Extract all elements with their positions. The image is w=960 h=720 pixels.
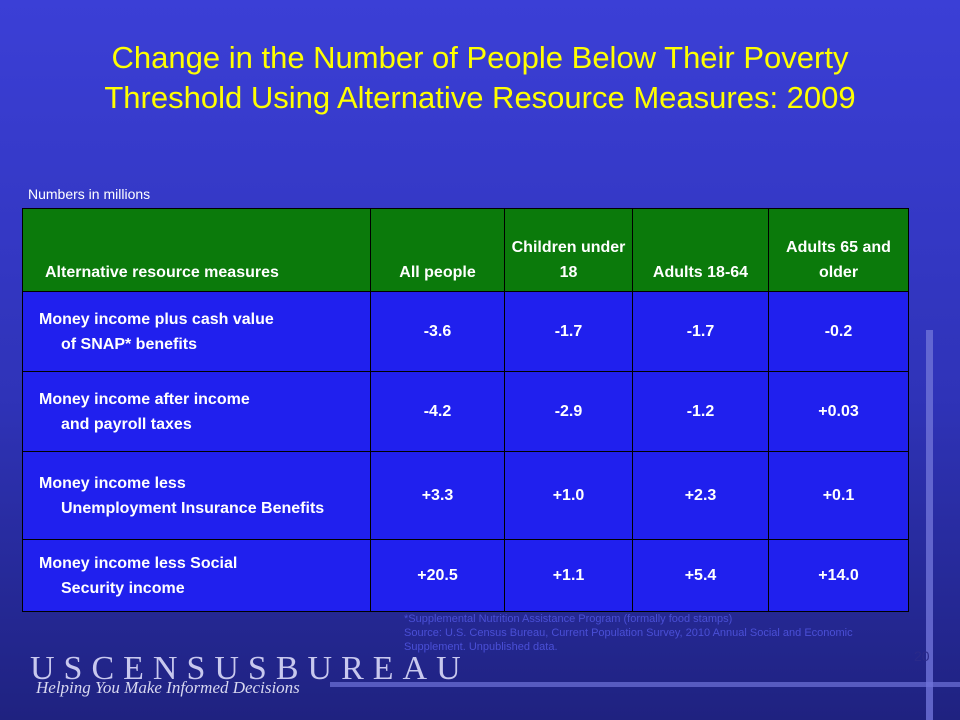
row-label: Money income less Social Security income: [22, 539, 371, 612]
table-cell: -0.2: [768, 291, 909, 372]
table-cell: +5.4: [632, 539, 769, 612]
row-label-line: and payroll taxes: [61, 415, 192, 433]
row-label-line: Money income after income: [39, 390, 250, 408]
units-note: Numbers in millions: [28, 186, 151, 202]
table-cell: +14.0: [768, 539, 909, 612]
column-header: Children under 18: [504, 208, 633, 292]
census-bureau-logo: USCENSUSBUREAU: [30, 650, 470, 687]
table-cell: +0.03: [768, 371, 909, 452]
table-cell: +3.3: [370, 451, 505, 540]
row-label: Money income after income and payroll ta…: [22, 371, 371, 452]
footnote: *Supplemental Nutrition Assistance Progr…: [404, 612, 904, 654]
table-row: Money income less Unemployment Insurance…: [22, 451, 909, 540]
table-cell: -2.9: [504, 371, 633, 452]
decorative-horizontal-line: [330, 682, 960, 687]
footnote-line: *Supplemental Nutrition Assistance Progr…: [404, 613, 733, 625]
table-cell: -1.7: [632, 291, 769, 372]
column-header: All people: [370, 208, 505, 292]
table-row: Money income after income and payroll ta…: [22, 371, 909, 452]
table-cell: -1.2: [632, 371, 769, 452]
slide-title: Change in the Number of People Below The…: [104, 40, 856, 115]
row-label-line: Security income: [61, 579, 185, 597]
row-label-line: of SNAP* benefits: [61, 335, 198, 353]
row-label: Money income less Unemployment Insurance…: [22, 451, 371, 540]
table-cell: +20.5: [370, 539, 505, 612]
table-cell: +2.3: [632, 451, 769, 540]
column-header: Adults 65 and older: [768, 208, 909, 292]
row-label-line: Unemployment Insurance Benefits: [61, 499, 325, 517]
logo-tagline: Helping You Make Informed Decisions: [36, 678, 300, 697]
table-cell: +0.1: [768, 451, 909, 540]
row-label-line: Money income less: [39, 474, 186, 492]
row-label-line: Money income less Social: [39, 554, 238, 572]
row-label: Money income plus cash value of SNAP* be…: [22, 291, 371, 372]
table-cell: +1.0: [504, 451, 633, 540]
page-number: 20: [914, 648, 930, 664]
table-header-row: Alternative resource measures All people…: [22, 208, 909, 292]
table-cell: -4.2: [370, 371, 505, 452]
table-cell: -3.6: [370, 291, 505, 372]
table-row: Money income plus cash value of SNAP* be…: [22, 291, 909, 372]
table-cell: +1.1: [504, 539, 633, 612]
table-cell: -1.7: [504, 291, 633, 372]
column-header: Alternative resource measures: [22, 208, 371, 292]
row-label-line: Money income plus cash value: [39, 310, 274, 328]
footnote-source: Source: U.S. Census Bureau, Current Popu…: [404, 627, 853, 653]
column-header: Adults 18-64: [632, 208, 769, 292]
table-row: Money income less Social Security income…: [22, 539, 909, 612]
poverty-table: Alternative resource measures All people…: [22, 208, 909, 612]
decorative-vertical-line: [926, 330, 933, 720]
